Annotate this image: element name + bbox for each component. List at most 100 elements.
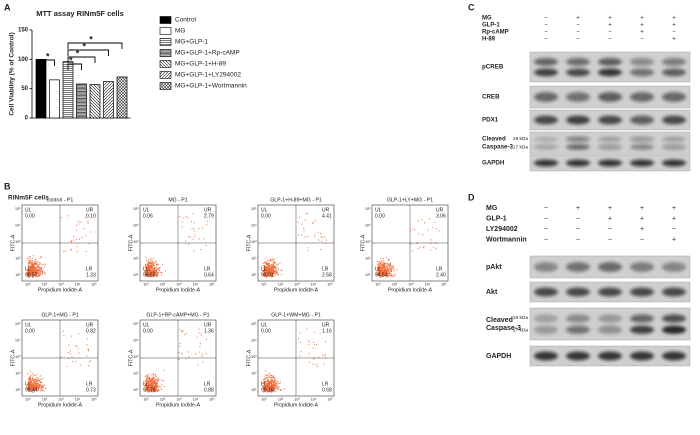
blot-band [662,287,686,297]
panel-letter: D [468,192,475,202]
quadrant-label: UR [86,322,94,328]
blot-band [534,136,558,143]
quadrant-value: 93.01 [261,272,274,278]
quadrant-value: 0.00 [25,213,35,219]
treatment-label: Rp-cAMP [482,30,509,36]
significance-star: * [76,48,80,58]
blot-band [598,136,622,143]
quadrant-value: 4.41 [322,213,332,219]
blot-band [566,136,590,143]
plot-title: GLP-1+RP-cAMP+MG - P1 [146,312,209,318]
blot-band [566,144,590,150]
quadrant-value: 0.82 [86,328,96,334]
quadrant-label: LR [322,381,329,387]
significance-bracket [67,56,96,63]
treatment-label: MG [486,205,498,212]
band-label: Caspase-3 [482,144,514,151]
quadrant-value: 2.79 [204,213,214,219]
treatment-sign: − [608,236,612,243]
band-label: pAkt [486,264,502,271]
y-axis-label: FITC-A [128,234,134,251]
bar [76,83,87,119]
quadrant-label: UR [322,322,330,328]
band-label: Akt [486,289,498,296]
quadrant-value: 94.54 [375,272,388,278]
treatment-sign: − [544,16,548,22]
blot-band [598,325,622,334]
treatment-sign: + [576,205,580,212]
legend-label: MG [175,28,185,35]
band-size: 17 kDa [513,145,529,151]
quadrant-label: UR [204,322,212,328]
quadrant-label: UR [322,207,330,213]
treatment-sign: − [544,23,548,29]
x-tick-label: 10⁴ [75,282,81,286]
quadrant-value: 0.00 [261,213,271,219]
band-label: pCREB [482,64,504,71]
band-label: Caspase-3 [486,325,521,332]
blot-strip [529,51,691,83]
panel-letter: C [468,2,475,12]
y-tick-label: 10⁴ [15,223,21,227]
x-tick-label: 10² [278,397,284,401]
plot-title: GLP-1+LY+MG - P1 [387,197,433,203]
blot-band [566,68,590,77]
treatment-sign: − [544,205,548,212]
treatment-sign: − [672,226,676,233]
treatment-sign: + [672,37,676,43]
x-tick-label: 10⁴ [75,397,81,401]
y-tick-label: 100 [18,57,29,63]
treatment-label: Wortmannin [486,236,527,243]
y-tick-label: 0 [25,116,29,122]
y-tick-label: 10⁴ [15,338,21,342]
y-tick-label: 10⁵ [133,207,139,211]
x-axis-label: Propidium Iodide-A [156,287,201,293]
quadrant-label: UL [375,207,382,213]
treatment-sign: + [672,215,676,222]
x-tick-label: 10³ [294,397,300,401]
quadrant-label: LL [143,266,149,272]
treatment-sign: − [576,215,580,222]
y-tick-label: 10³ [365,240,371,244]
legend-label: MG+GLP-1+Wortmannin [175,83,247,90]
quadrant-value: 0.00 [375,213,385,219]
treatment-sign: + [672,23,676,29]
blot-band [534,325,558,334]
treatment-sign: − [576,23,580,29]
legend-label: MG+GLP-1+H-89 [175,61,226,68]
treatment-label: GLP-1 [486,215,507,222]
y-tick-label: 10² [365,256,371,260]
plot-title: GLP-1+MG - P1 [41,312,78,318]
quadrant-value: 2.40 [436,272,446,278]
x-tick-label: 10⁵ [327,282,333,286]
quadrant-label: UR [86,207,94,213]
legend-swatch [159,60,172,68]
blot-band [630,68,654,77]
dot-cloud [262,213,327,278]
quadrant-value: 0.00 [25,328,35,334]
y-tick-label: 10¹ [251,273,257,277]
legend-swatch [159,38,172,46]
bar [35,58,47,119]
significance-star: * [69,55,73,65]
x-tick-label: 10¹ [143,282,149,286]
band-label: Cleaved [482,136,506,143]
legend-swatch [159,16,172,24]
blot-band [630,144,654,150]
y-tick-label: 10³ [15,355,21,359]
dot-cloud [144,328,207,393]
legend-swatch [159,82,172,90]
x-axis-label: Propidium Iodide-A [38,402,83,408]
x-tick-label: 10³ [176,282,182,286]
blot-band [662,68,686,77]
y-axis-label: FITC-A [246,234,252,251]
treatment-sign: + [608,215,612,222]
x-tick-label: 10⁴ [311,397,317,401]
treatment-sign: + [640,205,644,212]
quadrant-value: 0.68 [322,387,332,393]
significance-bracket [40,59,55,66]
quadrant-value: 98.44 [25,387,38,393]
x-tick-label: 10³ [58,397,64,401]
y-axis-label: FITC-A [360,234,366,251]
x-axis-label: Propidium Iodide-A [388,287,433,293]
